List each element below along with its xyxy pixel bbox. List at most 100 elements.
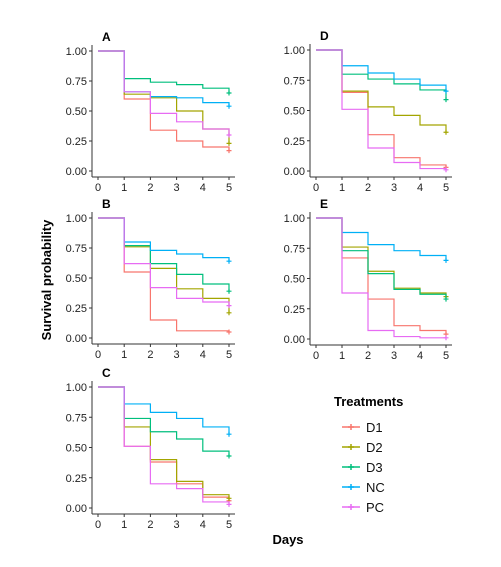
censor-mark-d3 [226,453,232,459]
y-tick-label: 1.00 [66,382,87,394]
x-tick-label: 2 [365,182,371,194]
panel-label: E [320,197,328,211]
series-line-d1 [316,217,447,335]
y-tick-label: 0.00 [66,333,87,345]
censor-mark-nc [226,103,232,109]
legend-key-mark [348,484,354,490]
x-tick-label: 2 [365,350,371,362]
legend-item-d1: D1 [342,420,383,435]
y-tick-label: 0.00 [66,503,87,515]
legend: Treatments D1 D2 D3 NC PC [334,394,403,515]
censor-mark-d3 [443,97,449,103]
x-tick-label: 3 [391,182,397,194]
x-tick-label: 3 [174,182,180,194]
y-tick-label: 0.75 [66,76,87,88]
x-tick-label: 4 [417,182,423,194]
censor-mark-d2 [226,310,232,316]
series-line-d1 [98,50,230,151]
series-line-d3 [316,217,447,300]
y-tick-label: 0.25 [66,303,87,315]
x-tick-label: 0 [95,519,101,531]
x-tick-label: 5 [443,182,449,194]
x-tick-label: 1 [121,349,127,361]
censor-mark-d2 [443,129,449,135]
legend-label: D3 [366,460,383,475]
series-line-d2 [316,49,447,133]
panel-label: D [320,29,329,43]
series-line-nc [316,217,447,261]
censor-mark-d1 [226,329,232,335]
series-line-d2 [98,217,230,313]
x-tick-label: 0 [95,182,101,194]
x-tick-label: 4 [200,519,206,531]
censor-mark-pc [443,335,449,341]
x-tick-label: 1 [121,182,127,194]
y-tick-label: 0.50 [284,274,305,286]
legend-item-nc: NC [342,480,385,495]
x-tick-label: 2 [147,182,153,194]
censor-mark-d2 [226,140,232,146]
y-tick-label: 0.75 [284,243,305,255]
censor-mark-d3 [226,90,232,96]
series-line-pc [316,49,447,170]
censor-mark-nc [226,258,232,264]
y-tick-label: 0.00 [66,166,87,178]
legend-label: PC [366,500,384,515]
series-line-nc [98,386,230,435]
series-line-d3 [98,386,230,456]
y-tick-label: 0.50 [66,273,87,285]
censor-mark-d3 [226,288,232,294]
legend-label: D1 [366,420,383,435]
y-tick-label: 0.25 [66,136,87,148]
series-line-pc [98,50,230,135]
x-tick-label: 3 [174,349,180,361]
x-tick-label: 1 [339,182,345,194]
legend-item-d2: D2 [342,440,383,455]
censor-mark-pc [226,501,232,507]
x-tick-label: 3 [174,519,180,531]
censor-mark-pc [443,167,449,173]
censor-mark-d1 [226,148,232,154]
y-tick-label: 0.00 [284,334,305,346]
censor-mark-pc [226,132,232,138]
x-tick-label: 5 [226,349,232,361]
legend-item-d3: D3 [342,460,383,475]
series-line-nc [98,217,230,262]
series-line-d1 [98,217,230,332]
y-tick-label: 0.25 [66,473,87,485]
y-tick-label: 1.00 [284,213,305,225]
series-line-pc [98,386,230,505]
panel-b: 0.00 0.25 0.50 0.75 1.00 0 1 2 3 4 5 B [66,197,235,361]
legend-label: NC [366,480,385,495]
y-tick-label: 1.00 [66,46,87,58]
censor-mark-pc [226,303,232,309]
y-tick-label: 1.00 [66,213,87,225]
series-line-d3 [98,50,230,93]
x-tick-label: 1 [339,350,345,362]
panel-c: 0.00 0.25 0.50 0.75 1.00 0 1 2 3 4 5 C [66,366,235,531]
legend-key-mark [348,504,354,510]
series-line-d2 [316,217,447,297]
panel-label: C [102,366,111,380]
panel-label: A [102,30,111,44]
legend-key-mark [348,424,354,430]
censor-mark-nc [226,431,232,437]
panel-a: 0.00 0.25 0.50 0.75 1.00 0 1 2 3 4 5 A [66,30,235,194]
x-tick-label: 1 [121,519,127,531]
series-line-d1 [316,49,447,168]
x-tick-label: 3 [391,350,397,362]
series-line-d3 [98,217,230,292]
series-line-pc [98,217,230,306]
y-tick-label: 0.50 [66,443,87,455]
x-tick-label: 5 [226,519,232,531]
legend-entries: D1 D2 D3 NC PC [342,420,385,515]
legend-title: Treatments [334,394,403,409]
y-axis-title: Survival probability [39,219,54,340]
x-tick-label: 0 [313,182,319,194]
x-tick-label: 0 [95,349,101,361]
y-tick-label: 0.00 [284,166,305,178]
series-line-nc [316,49,447,92]
censor-mark-d3 [443,296,449,302]
x-tick-label: 4 [200,349,206,361]
